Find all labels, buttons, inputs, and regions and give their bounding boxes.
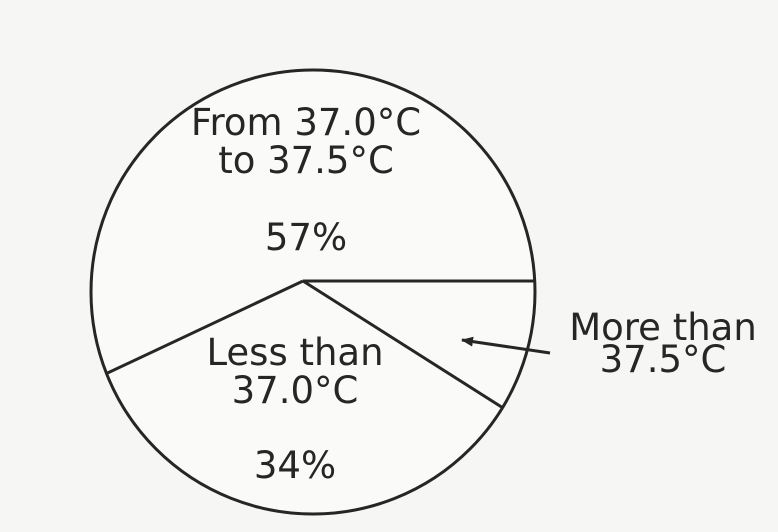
slice-label-2-line-0: More than — [569, 306, 757, 349]
slice-label-1-line-1: 37.0°C — [232, 369, 359, 412]
slice-value-label-0: 57% — [265, 216, 347, 259]
slice-divider-2 — [302, 279, 504, 409]
slice-label-1-line-0: Less than — [206, 331, 383, 374]
pie-slice-0 — [90, 69, 535, 374]
slice-label-0-line-0: From 37.0°C — [191, 101, 421, 144]
slice-value-label-1: 34% — [254, 444, 336, 487]
pie-outline — [89, 68, 537, 516]
dividers-layer — [105, 279, 535, 409]
slices-layer — [90, 69, 535, 514]
pie-slice-1 — [106, 281, 503, 514]
slice-label-2-line-1: 37.5°C — [600, 338, 727, 381]
slice-divider-1 — [105, 279, 304, 375]
callout-arrow — [461, 336, 551, 355]
pie-slice-2 — [303, 281, 535, 408]
slice-label-0-line-1: to 37.5°C — [218, 139, 394, 182]
